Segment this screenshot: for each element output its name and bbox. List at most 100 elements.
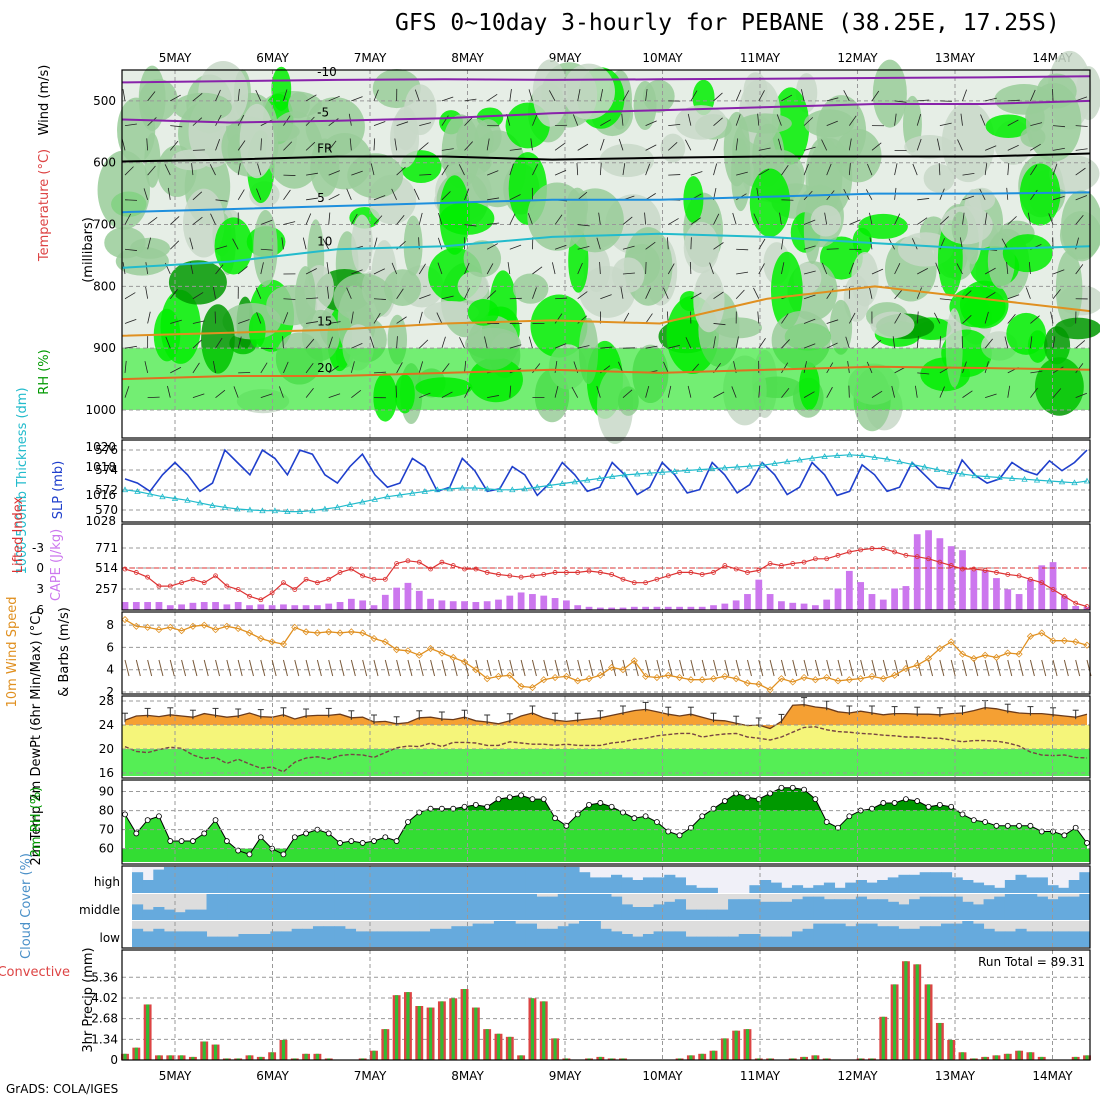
cape-bar bbox=[438, 600, 446, 610]
wind-speed-point bbox=[506, 671, 514, 679]
wind-barb bbox=[1052, 289, 1061, 299]
wind-barb bbox=[577, 659, 583, 677]
cape-bar bbox=[766, 594, 774, 610]
cloud-bar bbox=[291, 928, 303, 947]
rh2m-point bbox=[291, 834, 298, 841]
wind-speed-line bbox=[124, 619, 1088, 691]
wind-barb bbox=[283, 141, 293, 151]
wind-speed-point bbox=[132, 622, 140, 630]
wind-barb bbox=[554, 142, 565, 151]
lifted-index-point bbox=[439, 559, 445, 565]
wind-barb bbox=[255, 287, 262, 299]
wind-speed-point bbox=[902, 665, 910, 673]
wind-barb bbox=[418, 263, 426, 275]
rh-cell bbox=[248, 312, 266, 348]
thickness-tick: 574 bbox=[95, 463, 118, 477]
wind-panel bbox=[121, 612, 1092, 694]
wind-barb bbox=[984, 292, 996, 300]
cape-bar bbox=[280, 604, 287, 610]
wind-barb bbox=[147, 311, 151, 324]
cloud-bar bbox=[909, 899, 921, 920]
thickness-point bbox=[371, 496, 379, 502]
wind-barb bbox=[554, 169, 567, 176]
lifted-index-point bbox=[903, 552, 909, 558]
pressure-tick: 700 bbox=[93, 218, 116, 232]
wind-barb bbox=[260, 362, 268, 374]
rh2m-point bbox=[359, 840, 366, 846]
wind-barb bbox=[618, 138, 624, 151]
cloud-bar bbox=[195, 909, 208, 920]
wind-barb bbox=[271, 659, 277, 677]
lifted-index-point bbox=[858, 547, 864, 553]
wind-speed-point bbox=[653, 673, 661, 682]
cloud-bar bbox=[355, 867, 367, 893]
wind-barb bbox=[803, 659, 809, 677]
cloud-bar bbox=[206, 867, 218, 893]
cloud-bar bbox=[568, 867, 580, 893]
isotherm-line bbox=[121, 232, 1091, 269]
cloud-bar bbox=[940, 872, 953, 893]
wind-barb bbox=[215, 89, 221, 102]
cloud-bar bbox=[153, 907, 165, 920]
thickness-point bbox=[646, 469, 653, 476]
rh2m-point bbox=[835, 824, 841, 831]
cloud-bar bbox=[760, 901, 772, 920]
thickness-point bbox=[246, 506, 254, 513]
wind-speed-point bbox=[585, 675, 593, 683]
cloud-bar bbox=[611, 874, 623, 893]
wind-barb bbox=[144, 361, 149, 373]
wind-barb bbox=[938, 163, 941, 176]
wind-speed-point bbox=[868, 672, 876, 680]
wind-barb bbox=[803, 117, 814, 126]
rh2m-point bbox=[540, 796, 547, 803]
cloud-bar bbox=[366, 931, 378, 947]
precip-conv-bar bbox=[417, 1006, 421, 1060]
wind-barb bbox=[530, 138, 533, 151]
wind-barb bbox=[396, 121, 409, 127]
cloud-bar bbox=[366, 867, 378, 893]
rh2m-tick: 60 bbox=[99, 842, 114, 856]
wind-barb bbox=[441, 336, 446, 349]
rh-cross-section: -10 -5 FR 5 10 15 20 bbox=[97, 50, 1100, 444]
wind-barb bbox=[753, 213, 760, 225]
lifted-index-point bbox=[620, 576, 626, 582]
rh-cell bbox=[1002, 234, 1053, 273]
chart-title: GFS 0~10day 3-hourly for PEBANE (38.25E,… bbox=[395, 10, 1060, 36]
wind-speed-point bbox=[1049, 637, 1057, 645]
lifted-index-point bbox=[518, 574, 524, 580]
wind-barb bbox=[328, 393, 341, 399]
li-tick: -3 bbox=[32, 541, 44, 555]
precip-conv-bar bbox=[530, 998, 535, 1060]
wind-barb bbox=[452, 659, 458, 677]
wind-barb bbox=[600, 346, 613, 349]
wind-barb bbox=[167, 385, 171, 398]
wind-barb bbox=[418, 339, 429, 349]
wind-barb bbox=[736, 248, 749, 251]
wind-barb bbox=[543, 659, 549, 677]
wind-barb bbox=[532, 266, 543, 275]
wind-barb bbox=[735, 114, 741, 126]
wind-barb bbox=[487, 222, 500, 225]
wind-barb bbox=[532, 114, 538, 126]
wind-barb bbox=[1025, 287, 1031, 299]
cloud-bar bbox=[866, 899, 878, 920]
cape-bar bbox=[891, 588, 898, 610]
wind-barb bbox=[396, 316, 407, 324]
li-tick: 6 bbox=[36, 603, 44, 617]
wind-barb bbox=[917, 198, 930, 201]
wind-barb bbox=[917, 372, 930, 375]
wind-barb bbox=[305, 338, 315, 349]
wind-barb bbox=[147, 165, 156, 176]
cloud-bar bbox=[238, 867, 250, 893]
cloud-bar bbox=[525, 867, 537, 893]
lifted-index-point bbox=[586, 568, 592, 574]
wind-barb bbox=[645, 88, 648, 101]
thickness-point bbox=[996, 474, 1003, 480]
wind-barb bbox=[645, 163, 651, 176]
cloud-bar bbox=[664, 874, 676, 893]
cloud-bar bbox=[834, 899, 846, 920]
rh2m-point bbox=[1027, 822, 1034, 829]
wind-barb bbox=[237, 189, 245, 201]
cloud-bar bbox=[717, 909, 729, 920]
wind-barb bbox=[509, 148, 522, 151]
